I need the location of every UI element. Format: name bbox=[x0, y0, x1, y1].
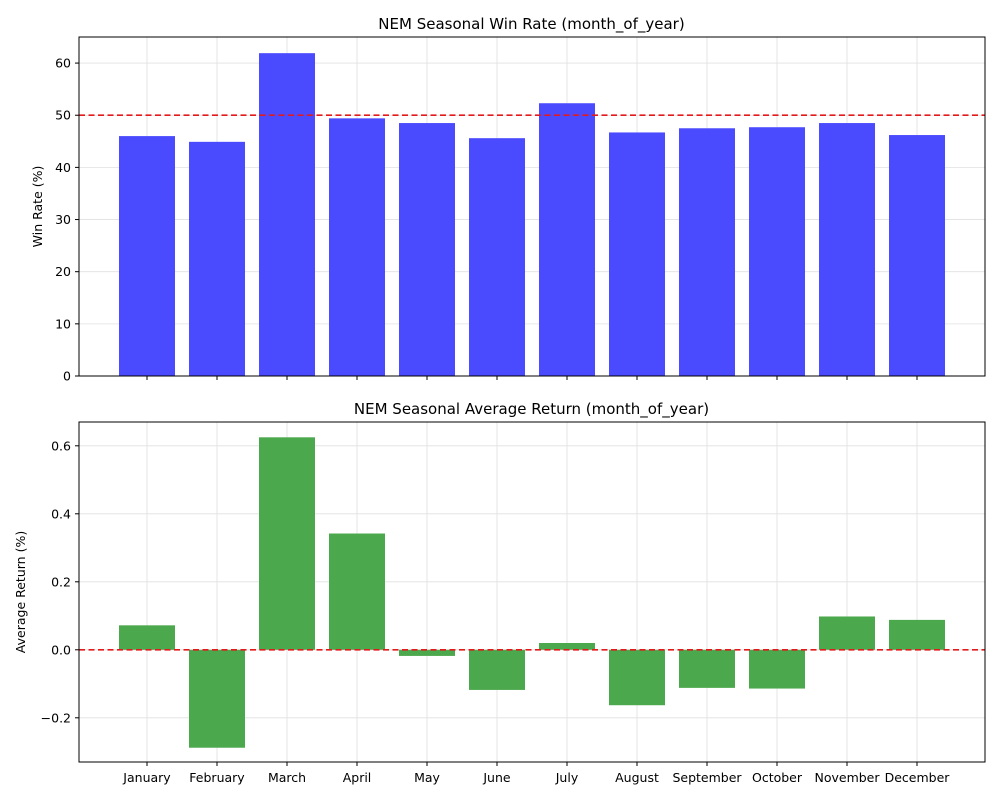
average-return-x-tick-label: February bbox=[189, 770, 245, 785]
average-return-x-tick-label: November bbox=[814, 770, 880, 785]
average-return-bar bbox=[609, 649, 665, 706]
win-rate-y-tick-label: 20 bbox=[55, 264, 71, 279]
average-return-y-tick-label: 0.2 bbox=[51, 574, 71, 589]
average-return-bar bbox=[819, 616, 875, 650]
win-rate-bar bbox=[329, 118, 385, 377]
average-return-bar bbox=[539, 643, 595, 650]
win-rate-bar bbox=[259, 53, 315, 376]
average-return-y-tick-label: 0.4 bbox=[51, 506, 71, 521]
average-return-bar bbox=[679, 649, 735, 688]
average-return-bar bbox=[329, 533, 385, 650]
average-return-bar bbox=[889, 619, 945, 650]
win-rate-y-tick-label: 40 bbox=[55, 160, 71, 175]
win-rate-title: NEM Seasonal Win Rate (month_of_year) bbox=[378, 15, 684, 34]
win-rate-bar bbox=[609, 132, 665, 376]
average-return-bar bbox=[749, 649, 805, 689]
win-rate-bar bbox=[189, 141, 245, 376]
win-rate-bar bbox=[819, 123, 875, 376]
average-return-bar bbox=[469, 649, 525, 690]
average-return-plot-frame bbox=[78, 421, 986, 763]
average-return-x-tick-label: December bbox=[885, 770, 951, 785]
win-rate-y-tick-label: 50 bbox=[55, 108, 71, 123]
average-return-x-tick-label: April bbox=[343, 770, 372, 785]
average-return-panel: NEM Seasonal Average Return (month_of_ye… bbox=[13, 400, 986, 785]
win-rate-y-tick-label: 10 bbox=[55, 316, 71, 331]
win-rate-y-tick-label: 60 bbox=[55, 56, 71, 71]
win-rate-bar bbox=[399, 123, 455, 376]
average-return-x-tick-label: January bbox=[122, 770, 171, 785]
average-return-x-tick-label: June bbox=[482, 770, 511, 785]
average-return-title: NEM Seasonal Average Return (month_of_ye… bbox=[354, 400, 709, 419]
average-return-y-tick-label: −0.2 bbox=[41, 710, 71, 725]
average-return-bar bbox=[119, 625, 175, 650]
win-rate-bar bbox=[539, 103, 595, 376]
win-rate-bar bbox=[889, 135, 945, 376]
average-return-y-tick-label: 0.6 bbox=[51, 438, 71, 453]
win-rate-y-tick-label: 30 bbox=[55, 212, 71, 227]
win-rate-plot-frame bbox=[78, 36, 986, 377]
win-rate-y-axis-label: Win Rate (%) bbox=[30, 166, 45, 248]
average-return-bar bbox=[259, 437, 315, 650]
win-rate-bar bbox=[749, 127, 805, 376]
win-rate-bar bbox=[679, 128, 735, 376]
average-return-x-tick-label: September bbox=[672, 770, 742, 785]
average-return-y-tick-label: 0.0 bbox=[51, 642, 71, 657]
win-rate-bar bbox=[469, 138, 525, 376]
average-return-x-tick-label: May bbox=[414, 770, 440, 785]
win-rate-y-tick-label: 0 bbox=[63, 369, 71, 384]
average-return-y-axis-label: Average Return (%) bbox=[13, 531, 28, 653]
average-return-x-tick-label: October bbox=[752, 770, 803, 785]
average-return-x-tick-label: July bbox=[555, 770, 579, 785]
win-rate-bar bbox=[119, 136, 175, 376]
average-return-bar bbox=[399, 649, 455, 656]
average-return-x-tick-label: August bbox=[615, 770, 659, 785]
win-rate-panel: NEM Seasonal Win Rate (month_of_year) Wi… bbox=[30, 15, 986, 384]
average-return-x-tick-label: March bbox=[268, 770, 306, 785]
average-return-bar bbox=[189, 649, 245, 748]
